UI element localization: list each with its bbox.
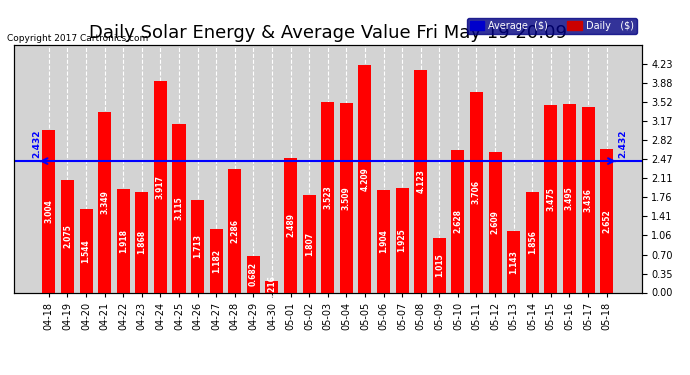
Text: 3.115: 3.115 (175, 196, 184, 220)
Text: 3.495: 3.495 (565, 186, 574, 210)
Text: Copyright 2017 Cartronics.com: Copyright 2017 Cartronics.com (7, 34, 148, 43)
Text: 3.436: 3.436 (584, 188, 593, 211)
Text: 1.182: 1.182 (212, 249, 221, 273)
Bar (117, 189, 130, 292)
Bar (507, 231, 520, 292)
Bar (210, 229, 223, 292)
Text: 1.868: 1.868 (137, 230, 146, 254)
Bar (322, 102, 334, 292)
Text: 1.713: 1.713 (193, 234, 202, 258)
Bar (247, 256, 260, 292)
Text: 1.856: 1.856 (528, 230, 537, 254)
Bar (266, 281, 279, 292)
Bar (154, 81, 167, 292)
Bar (470, 92, 483, 292)
Bar (191, 200, 204, 292)
Text: 3.004: 3.004 (44, 200, 53, 223)
Text: 1.015: 1.015 (435, 253, 444, 277)
Text: 1.807: 1.807 (305, 232, 314, 256)
Text: 2.075: 2.075 (63, 225, 72, 248)
Bar (228, 169, 242, 292)
Text: 4.209: 4.209 (360, 167, 369, 191)
Text: 2.432: 2.432 (32, 130, 41, 158)
Text: 2.286: 2.286 (230, 219, 239, 243)
Bar (600, 149, 613, 292)
Bar (451, 150, 464, 292)
Text: 1.925: 1.925 (397, 229, 406, 252)
Bar (42, 130, 55, 292)
Bar (414, 70, 427, 292)
Bar (526, 192, 539, 292)
Text: 0.682: 0.682 (249, 262, 258, 286)
Bar (395, 189, 408, 292)
Bar (303, 195, 315, 292)
Bar (582, 107, 595, 292)
Bar (98, 111, 111, 292)
Bar (340, 103, 353, 292)
Bar (61, 180, 74, 292)
Bar (284, 158, 297, 292)
Text: 4.123: 4.123 (416, 169, 425, 193)
Bar (563, 104, 576, 292)
Bar (433, 238, 446, 292)
Bar (377, 190, 390, 292)
Text: 1.918: 1.918 (119, 229, 128, 253)
Bar (544, 105, 558, 292)
Text: 3.706: 3.706 (472, 180, 481, 204)
Text: 1.544: 1.544 (81, 239, 90, 262)
Text: 3.509: 3.509 (342, 186, 351, 210)
Text: 3.523: 3.523 (323, 185, 333, 209)
Bar (489, 152, 502, 292)
Text: 2.609: 2.609 (491, 210, 500, 234)
Bar (135, 192, 148, 292)
Text: 0.216: 0.216 (268, 275, 277, 298)
Text: 2.652: 2.652 (602, 209, 611, 233)
Text: 1.143: 1.143 (509, 250, 518, 273)
Text: 3.349: 3.349 (100, 190, 109, 214)
Text: 3.475: 3.475 (546, 187, 555, 210)
Bar (172, 124, 186, 292)
Legend: Average  ($), Daily   ($): Average ($), Daily ($) (466, 18, 637, 33)
Text: 2.628: 2.628 (453, 210, 462, 234)
Text: 3.917: 3.917 (156, 175, 165, 199)
Bar (358, 65, 371, 292)
Text: 2.432: 2.432 (618, 130, 627, 158)
Title: Daily Solar Energy & Average Value Fri May 19 20:09: Daily Solar Energy & Average Value Fri M… (89, 24, 566, 42)
Bar (79, 209, 92, 292)
Text: 2.489: 2.489 (286, 213, 295, 237)
Text: 1.904: 1.904 (379, 229, 388, 253)
